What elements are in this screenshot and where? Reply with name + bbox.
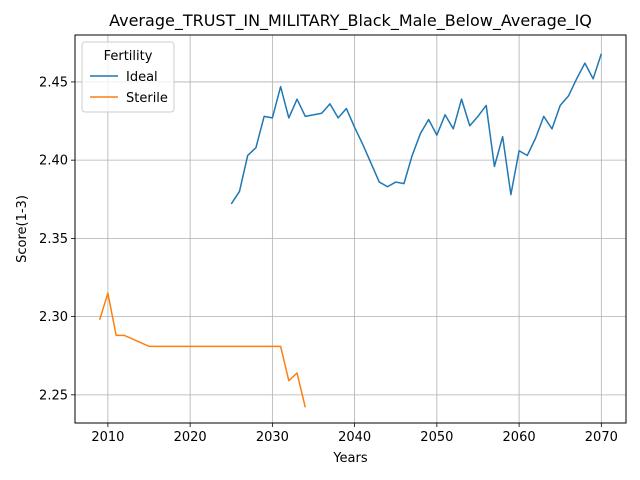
legend: Fertility Ideal Sterile — [81, 41, 175, 113]
x-tick-label: 2070 — [585, 430, 618, 445]
y-axis-label: Score(1-3) — [15, 195, 30, 263]
chart-title: Average_TRUST_IN_MILITARY_Black_Male_Bel… — [109, 11, 592, 31]
legend-label-ideal: Ideal — [126, 70, 158, 85]
x-tick-label: 2010 — [91, 430, 124, 445]
x-axis-label: Years — [332, 451, 368, 466]
grid — [75, 35, 626, 423]
x-tick-label: 2060 — [503, 430, 536, 445]
y-tick-label: 2.30 — [39, 310, 68, 325]
legend-label-sterile: Sterile — [126, 91, 168, 106]
plot-frame — [74, 34, 627, 424]
y-tick-label: 2.40 — [39, 154, 68, 169]
series-lines — [98, 53, 603, 408]
legend-box — [81, 41, 175, 113]
x-tick-label: 2040 — [338, 430, 371, 445]
series-line-sterile — [98, 292, 306, 408]
series-line-ideal — [230, 53, 603, 205]
axis-ticks: 2010 2020 2030 2040 2050 2060 2070 2.25 2.30 2.35… — [39, 75, 618, 445]
x-tick-label: 2050 — [420, 430, 453, 445]
legend-title: Fertility — [104, 49, 153, 64]
y-tick-label: 2.45 — [39, 75, 68, 90]
y-tick-label: 2.35 — [39, 232, 68, 247]
y-tick-label: 2.25 — [39, 388, 68, 403]
x-tick-label: 2020 — [174, 430, 207, 445]
x-tick-label: 2030 — [256, 430, 289, 445]
